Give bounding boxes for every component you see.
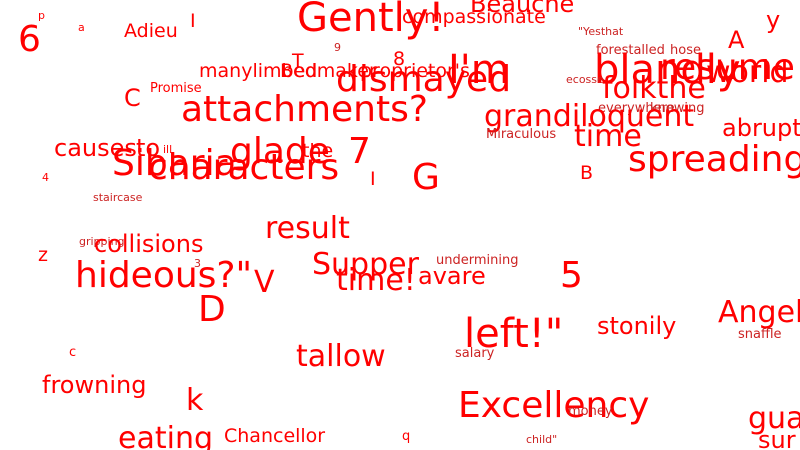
word-i: I — [190, 10, 196, 32]
word-causes: causes — [54, 134, 137, 162]
word-manylimbed: manylimbed — [199, 60, 318, 82]
word-V: V — [254, 265, 275, 300]
word-promise: Promise — [150, 81, 202, 96]
word-folkthe: folkthe — [602, 71, 706, 106]
word-left: left!" — [464, 311, 564, 357]
word-A: A — [728, 26, 745, 54]
word-excellency: Excellency — [458, 385, 650, 426]
word-5: 5 — [560, 255, 583, 296]
word-q: q — [402, 429, 411, 444]
word-avare: avare — [418, 262, 486, 290]
word-tallow: tallow — [296, 339, 386, 374]
word-a: a — [78, 21, 85, 34]
word-chancellor: Chancellor — [224, 425, 326, 447]
word-spreading: spreading — [628, 139, 800, 180]
word-dismayed: dismayed — [336, 59, 512, 100]
word-y: y — [766, 6, 781, 34]
word-proprietors: proprietor's — [360, 60, 470, 82]
word-im: I'm — [448, 47, 510, 93]
word-snaffle: snaffle — [738, 327, 782, 342]
word-supper: Supper — [312, 247, 419, 282]
word-hideous: hideous?" — [75, 255, 253, 296]
word-eating: eating — [118, 421, 213, 450]
word-collisions: collisions — [94, 230, 204, 258]
word-compassionate: compassionate — [402, 6, 546, 28]
word-6: 6 — [18, 19, 41, 60]
word-grandiloquent: grandiloquent — [484, 99, 695, 134]
word-to: to — [136, 134, 161, 162]
word-7: 7 — [348, 131, 371, 172]
word-world: world — [706, 55, 789, 90]
word-sibaria: Sibaria — [112, 143, 237, 184]
word-z: z — [38, 244, 48, 266]
word-gripping: gripping — [79, 235, 125, 248]
word-time-top: time — [574, 119, 642, 154]
word-time-mid: time! — [336, 263, 416, 298]
word-gently: Gently! — [297, 0, 445, 41]
word-frowning: frowning — [42, 371, 147, 399]
word-forestalled: forestalled — [596, 43, 665, 58]
word-abrupt: abrupt — [722, 114, 800, 142]
word-sur: sur — [758, 426, 796, 450]
word-ill: ill — [163, 143, 173, 156]
word-money: money — [568, 404, 613, 419]
word-ecosse: ecosse — [566, 73, 604, 86]
word-miraculous: Miraculous — [486, 127, 557, 142]
word-3: 3 — [194, 257, 201, 270]
word-T: T — [292, 50, 304, 72]
word-staircase: staircase — [93, 191, 143, 204]
word-attachments: attachments? — [181, 89, 428, 130]
word-B: B — [580, 162, 594, 184]
word-p: p — [38, 9, 45, 22]
word-G: G — [412, 157, 440, 198]
word-c: c — [69, 345, 77, 360]
word-k: k — [186, 383, 204, 418]
word-C: C — [124, 84, 141, 112]
word-the: the — [302, 140, 334, 162]
word-resume: resume — [660, 47, 795, 88]
word-guard: gua — [748, 401, 800, 436]
word-blandly: blandly — [594, 47, 741, 93]
word-undermining: undermining — [436, 253, 519, 268]
word-angel: Angel — [718, 295, 800, 330]
word-characters: characters — [148, 147, 340, 188]
word-hose: hose — [670, 43, 701, 58]
word-D: D — [198, 289, 226, 330]
word-glade: glade — [230, 131, 330, 172]
word-bedmaker: Bedmaker — [280, 60, 377, 82]
word-knowing: knowing — [650, 101, 705, 116]
word-beauche: Beauche — [470, 0, 575, 18]
word-9: 9 — [334, 41, 341, 54]
word-everywhere: everywhere — [598, 101, 675, 116]
word-stonily: stonily — [597, 312, 677, 340]
word-i-mid: I — [370, 168, 376, 190]
word-salary: salary — [455, 346, 495, 361]
word-8: 8 — [393, 48, 406, 70]
word-adieu: Adieu — [124, 20, 178, 42]
word-result: result — [265, 211, 350, 246]
word-child: child" — [526, 433, 558, 446]
word-yesthat: "Yesthat — [578, 25, 624, 38]
word-4: 4 — [42, 171, 49, 184]
